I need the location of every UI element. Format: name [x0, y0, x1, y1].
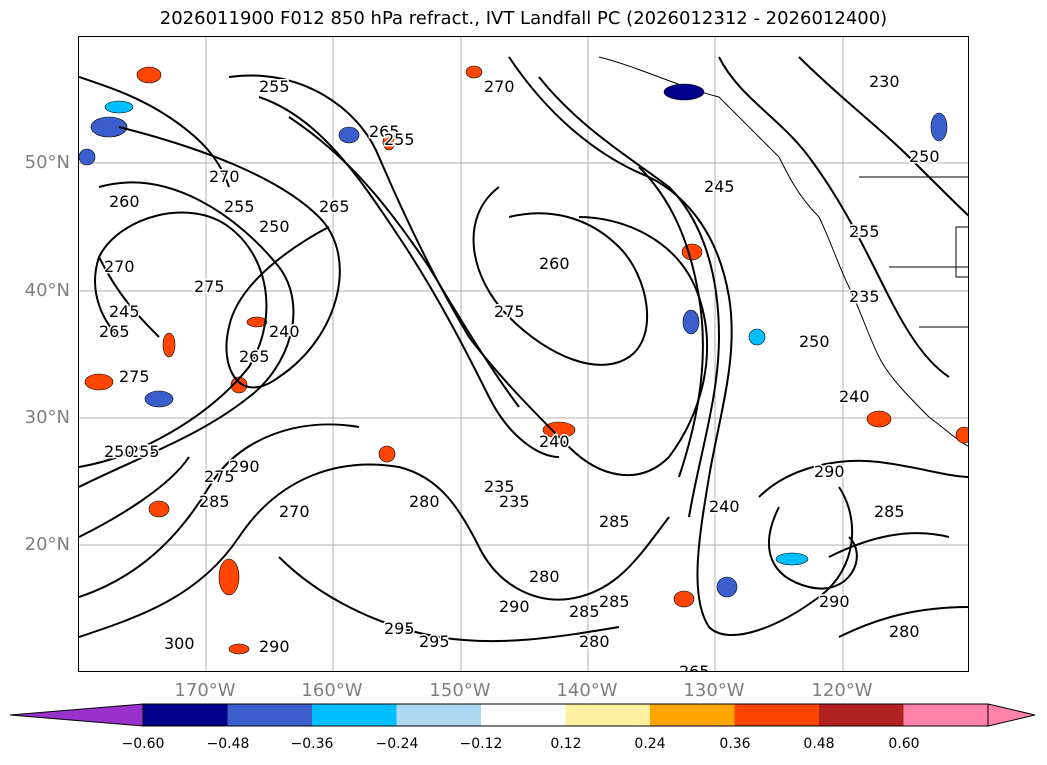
contour-label: 240 — [539, 432, 570, 451]
colorbar — [10, 703, 1036, 727]
contour-label: 270 — [279, 502, 310, 521]
contour-label-layer: 2552652552702552502652702752452652402752… — [98, 71, 942, 672]
colorbar-tick: −0.60 — [121, 736, 165, 752]
lon-label-150w: 150°W — [429, 680, 491, 701]
contour-label: 265 — [99, 322, 130, 341]
colorbar-segment — [227, 704, 312, 726]
contour-label: 265 — [239, 347, 270, 366]
colorbar-segment — [481, 704, 566, 726]
lat-label-40n: 40°N — [24, 280, 70, 301]
contour-label: 265 — [679, 662, 710, 672]
shaded-anomalies — [79, 65, 968, 655]
contour-label: 285 — [569, 602, 600, 621]
contour-label: 285 — [199, 492, 230, 511]
map-title: 2026011900 F012 850 hPa refract., IVT La… — [159, 8, 888, 29]
colorbar-tick: −0.12 — [459, 736, 503, 752]
contour-label: 270 — [104, 257, 135, 276]
colorbar-tick: −0.24 — [375, 736, 419, 752]
contour-label: 275 — [194, 277, 225, 296]
contour-label: 275 — [494, 302, 525, 321]
colorbar-segment — [143, 704, 228, 726]
contour-label: 240 — [269, 322, 300, 341]
map-canvas: 2552652552702552502652702752452652402752… — [79, 37, 968, 672]
colorbar-border — [142, 703, 989, 727]
colorbar-segment — [903, 704, 988, 726]
contour-label: 280 — [889, 622, 920, 641]
contour-label: 250 — [909, 147, 940, 166]
contour-label: 295 — [419, 632, 450, 651]
colorbar-extend-low — [10, 703, 144, 727]
contour-label: 290 — [229, 457, 260, 476]
contour-label: 255 — [384, 130, 415, 149]
contour-label: 245 — [109, 302, 140, 321]
contour-label: 255 — [224, 197, 255, 216]
colorbar-extend-high — [987, 703, 1036, 727]
colorbar-segment — [396, 704, 481, 726]
colorbar-tick: 0.24 — [634, 736, 666, 752]
colorbar-tick: 0.48 — [803, 736, 835, 752]
contour-label: 235 — [849, 287, 880, 306]
contour-label: 250 — [104, 442, 135, 461]
contour-label: 255 — [259, 77, 290, 96]
lon-label-140w: 140°W — [556, 680, 618, 701]
colorbar-tick: 0.36 — [719, 736, 751, 752]
contour-label: 245 — [704, 177, 735, 196]
lon-label-120w: 120°W — [811, 680, 873, 701]
lat-label-50n: 50°N — [24, 152, 70, 173]
contour-label: 240 — [709, 497, 740, 516]
contour-label: 275 — [119, 367, 150, 386]
contour-label: 255 — [129, 442, 160, 461]
map-panel: 255 265 255 270 255 250 265 270 275 245 265 240 275 2… — [78, 36, 969, 672]
contour-label: 280 — [409, 492, 440, 511]
colorbar-segment — [734, 704, 819, 726]
colorbar-segment — [819, 704, 904, 726]
coastline — [598, 56, 968, 447]
graticule — [79, 37, 968, 671]
colorbar-tick: −0.48 — [206, 736, 250, 752]
contour-label: 250 — [259, 217, 290, 236]
colorbar-tick: −0.36 — [290, 736, 334, 752]
contour-label: 260 — [539, 254, 570, 273]
contour-label: 275 — [204, 467, 235, 486]
contour-label: 300 — [164, 634, 195, 653]
contour-label: 235 — [484, 477, 515, 496]
contour-label: 285 — [599, 592, 630, 611]
contour-label: 290 — [814, 462, 845, 481]
colorbar-segment — [565, 704, 650, 726]
lat-label-20n: 20°N — [24, 534, 70, 555]
contour-label: 280 — [529, 567, 560, 586]
contour-label: 250 — [799, 332, 830, 351]
contour-label: 290 — [819, 592, 850, 611]
contour-label: 270 — [209, 167, 240, 186]
contour-label: 230 — [869, 72, 900, 91]
contour-label: 270 — [484, 77, 515, 96]
contour-label: 290 — [499, 597, 530, 616]
contour-label: 260 — [109, 192, 140, 211]
colorbar-segment — [312, 704, 397, 726]
lon-label-160w: 160°W — [301, 680, 363, 701]
refractivity-contours — [79, 56, 968, 643]
colorbar-tick: 0.60 — [888, 736, 920, 752]
contour-label: 295 — [384, 619, 415, 638]
contour-label: 255 — [849, 222, 880, 241]
contour-label: 285 — [599, 512, 630, 531]
colorbar-tick: 0.12 — [550, 736, 582, 752]
contour-label: 265 — [369, 122, 400, 141]
lat-label-30n: 30°N — [24, 407, 70, 428]
lon-label-170w: 170°W — [174, 680, 236, 701]
colorbar-segment — [650, 704, 735, 726]
contour-label: 280 — [579, 632, 610, 651]
contour-label: 285 — [874, 502, 905, 521]
contour-label: 265 — [319, 197, 350, 216]
lon-label-130w: 130°W — [683, 680, 745, 701]
contour-label: 240 — [839, 387, 870, 406]
contour-label: 290 — [259, 637, 290, 656]
contour-label: 235 — [499, 492, 530, 511]
